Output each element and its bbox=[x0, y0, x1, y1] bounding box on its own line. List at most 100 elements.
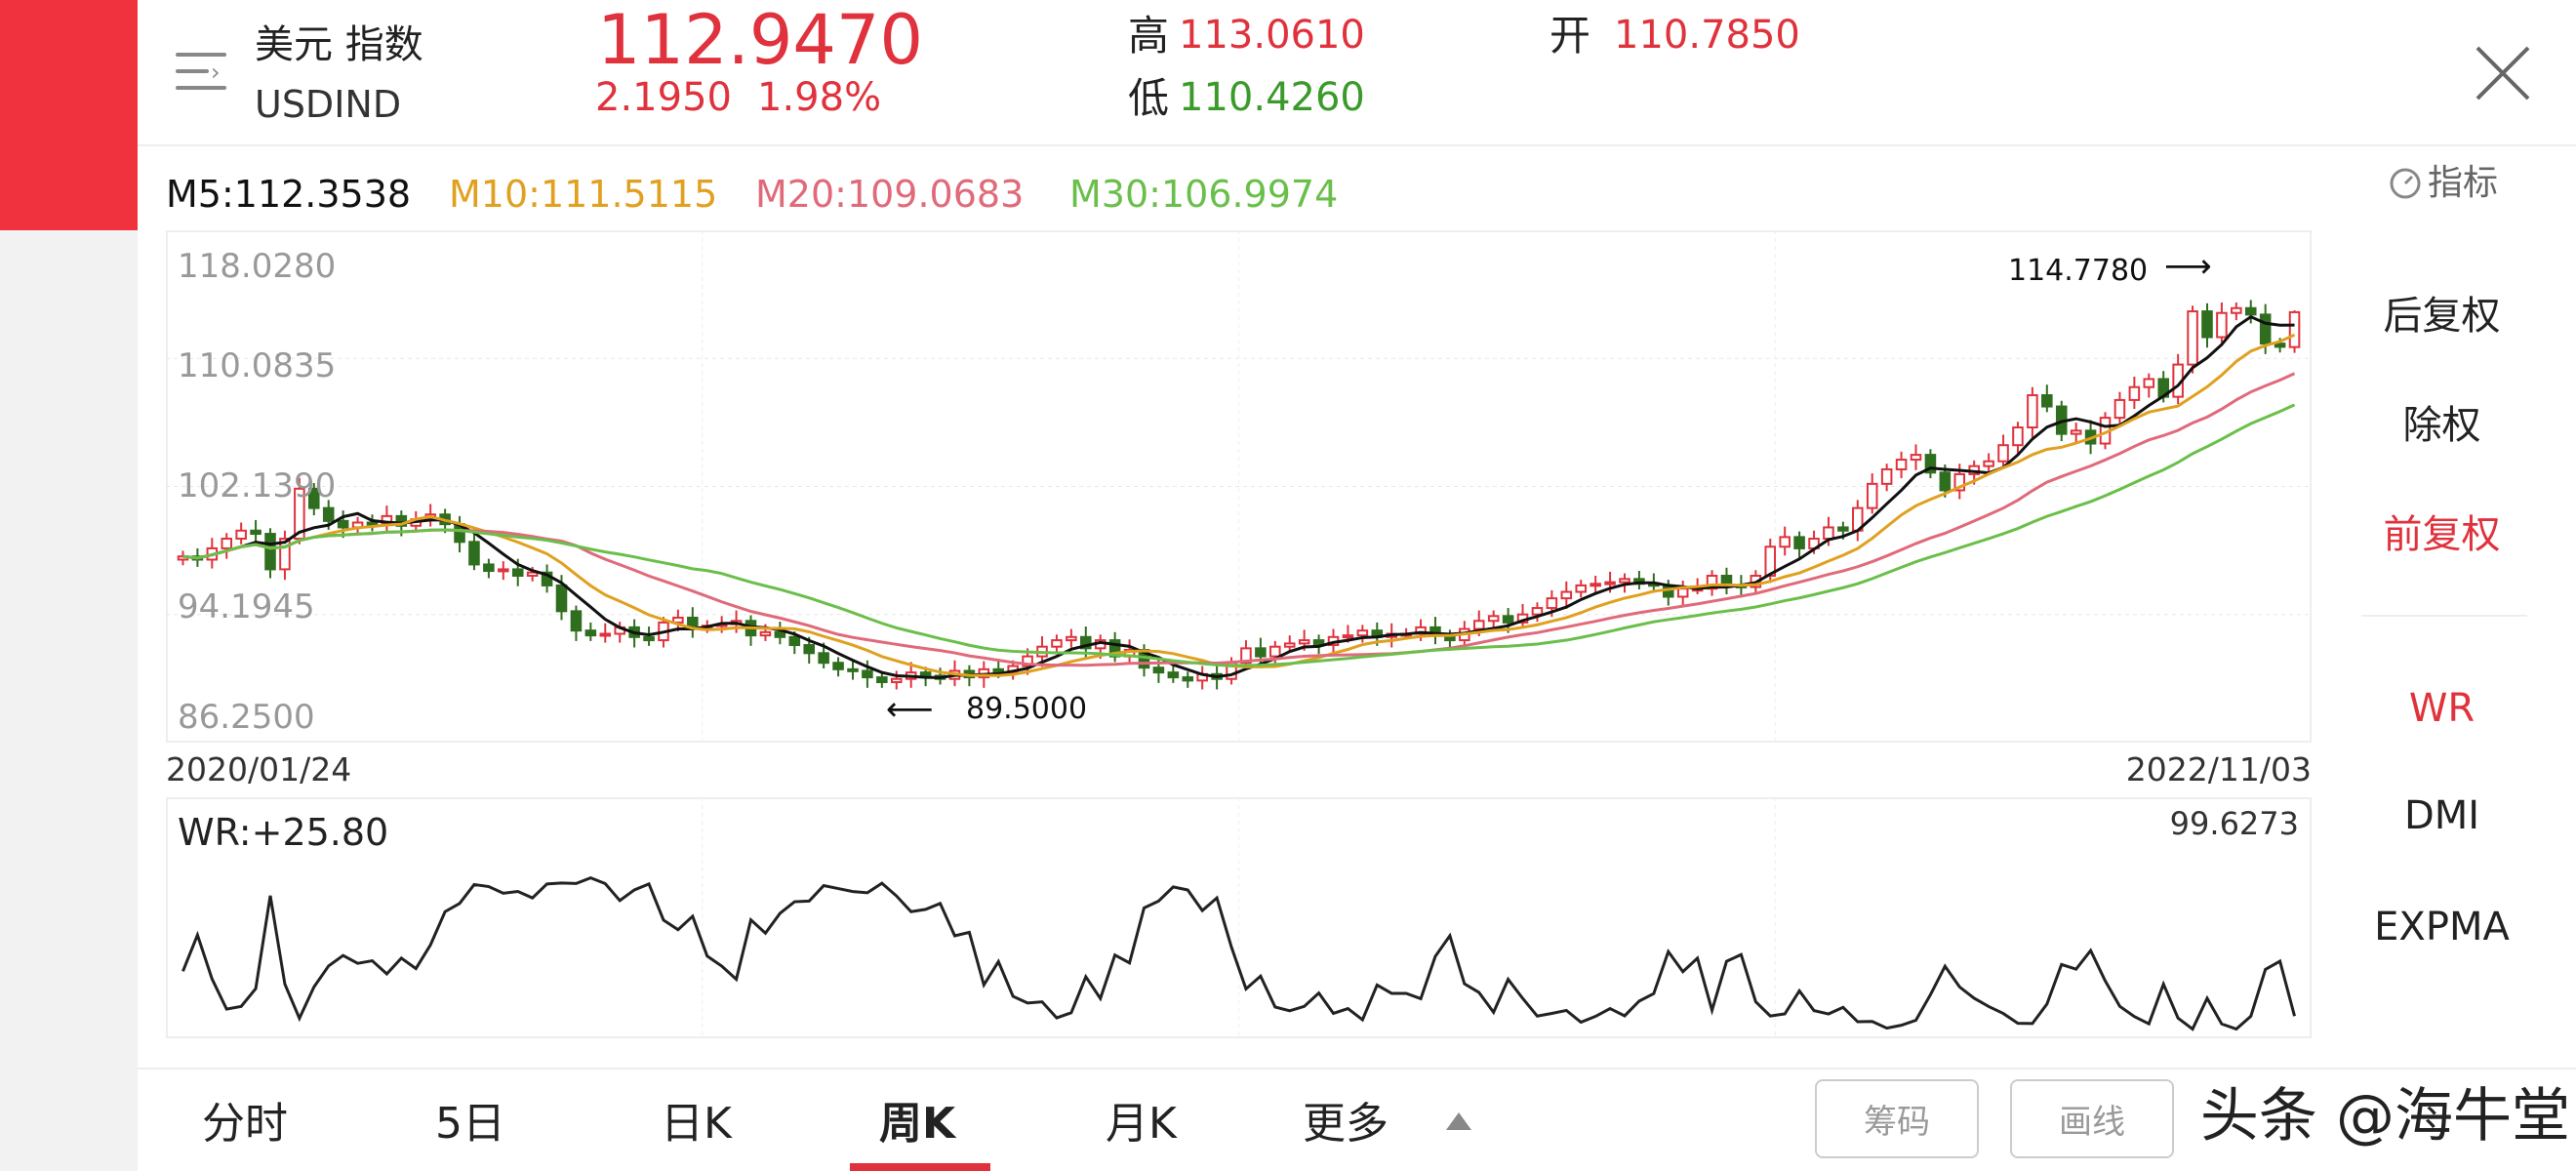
wr-plot bbox=[181, 797, 2296, 1038]
tab-intraday[interactable]: 分时 bbox=[202, 1099, 288, 1149]
candle-body bbox=[890, 677, 903, 684]
indicator-expma[interactable]: EXPMA bbox=[2374, 905, 2510, 949]
candle-body bbox=[803, 644, 815, 655]
candle bbox=[351, 516, 364, 534]
candle-body bbox=[235, 529, 247, 541]
tab-monthly-k[interactable]: 月K bbox=[1106, 1099, 1177, 1149]
triangle-up-icon[interactable] bbox=[1444, 1110, 1473, 1132]
candle bbox=[1924, 449, 1937, 479]
candle bbox=[366, 514, 379, 532]
candle-body bbox=[1560, 590, 1573, 600]
candle bbox=[1531, 602, 1544, 623]
indicator-button[interactable]: 指标 bbox=[2389, 166, 2498, 201]
candle bbox=[1516, 603, 1529, 628]
candle-body bbox=[1051, 639, 1063, 648]
candle bbox=[1560, 581, 1573, 609]
candle bbox=[584, 622, 597, 641]
candle bbox=[862, 660, 873, 688]
candle-body bbox=[308, 487, 320, 509]
ma10-legend: M10:111.5115 bbox=[449, 173, 718, 216]
candle bbox=[2244, 300, 2257, 324]
candle-body bbox=[1356, 629, 1369, 637]
candle-body bbox=[2012, 426, 2024, 447]
candle-body bbox=[919, 671, 932, 677]
high-label: 高 bbox=[1128, 12, 1170, 60]
wr-line bbox=[181, 876, 2296, 1031]
post-adjust-option[interactable]: 后复权 bbox=[2383, 294, 2501, 339]
min-price-annotation: 89.5000 bbox=[966, 692, 1088, 726]
indicator-wr[interactable]: WR bbox=[2408, 686, 2475, 731]
ex-rights-option[interactable]: 除权 bbox=[2402, 403, 2481, 448]
candle bbox=[1108, 631, 1121, 663]
candle-body bbox=[2143, 378, 2155, 388]
candle-body bbox=[2201, 310, 2213, 339]
candle bbox=[832, 657, 844, 677]
candle-body bbox=[511, 568, 524, 578]
tab-more[interactable]: 更多 bbox=[1303, 1099, 1389, 1149]
candle-body bbox=[1066, 635, 1077, 642]
chips-button[interactable]: 筹码 bbox=[1815, 1079, 1979, 1158]
candle-body bbox=[2244, 306, 2257, 316]
tabs-divider bbox=[138, 1068, 2576, 1070]
candle bbox=[308, 483, 320, 516]
candle-body bbox=[366, 521, 379, 526]
candle-body bbox=[1895, 459, 1908, 470]
tab-5day[interactable]: 5日 bbox=[435, 1099, 505, 1149]
candle bbox=[1866, 473, 1878, 514]
indicator-label: 指标 bbox=[2428, 163, 2499, 203]
candle bbox=[1487, 610, 1500, 630]
candle bbox=[570, 605, 583, 641]
candle bbox=[2027, 386, 2038, 438]
candle-body bbox=[526, 571, 539, 578]
candle bbox=[2113, 391, 2126, 425]
candle bbox=[1429, 617, 1441, 645]
tab-weekly-k[interactable]: 周K bbox=[879, 1099, 956, 1149]
candle-body bbox=[1706, 575, 1718, 590]
candle bbox=[2143, 373, 2155, 398]
candle-body bbox=[1575, 584, 1588, 593]
panel-divider bbox=[2361, 615, 2527, 617]
candle-body bbox=[2070, 429, 2082, 435]
list-menu-icon[interactable]: › bbox=[176, 49, 226, 94]
candle-body bbox=[2288, 310, 2301, 348]
candle-body bbox=[1880, 467, 1893, 485]
candle-body bbox=[1298, 639, 1310, 645]
candle bbox=[2041, 384, 2053, 413]
candle-body bbox=[2216, 311, 2228, 339]
candle-body bbox=[395, 514, 408, 527]
tab-daily-k[interactable]: 日K bbox=[661, 1099, 732, 1149]
ma20-legend: M20:109.0683 bbox=[755, 173, 1025, 216]
candle bbox=[1779, 526, 1791, 556]
candle-body bbox=[1152, 666, 1165, 674]
candle bbox=[1590, 576, 1601, 593]
candle-body bbox=[1676, 587, 1689, 598]
candle-body bbox=[1472, 620, 1485, 630]
close-x-icon[interactable] bbox=[2475, 45, 2531, 101]
ma5-line bbox=[182, 314, 2295, 679]
candle-body bbox=[570, 610, 583, 632]
candle-body bbox=[483, 563, 495, 573]
candle-body bbox=[1619, 578, 1630, 584]
candle bbox=[687, 607, 699, 638]
price-change: 2.1950 bbox=[595, 75, 732, 120]
candle bbox=[1196, 666, 1208, 690]
candle bbox=[1880, 464, 1893, 492]
candle bbox=[1066, 628, 1077, 648]
candle-body bbox=[788, 635, 801, 647]
draw-line-button[interactable]: 画线 bbox=[2010, 1079, 2174, 1158]
candle bbox=[1895, 451, 1908, 479]
candle-body bbox=[1283, 642, 1296, 648]
candle-body bbox=[643, 635, 655, 642]
candle-body bbox=[1939, 471, 1952, 492]
candle-body bbox=[1167, 671, 1180, 679]
pre-adjust-option[interactable]: 前复权 bbox=[2383, 512, 2501, 557]
candle-body bbox=[2113, 398, 2126, 420]
candle bbox=[2070, 423, 2082, 443]
candle bbox=[774, 622, 786, 645]
candle-body bbox=[774, 630, 786, 638]
candle bbox=[1051, 634, 1063, 653]
start-date: 2020/01/24 bbox=[166, 750, 352, 788]
right-panel: 后复权 除权 前复权 WR DMI EXPMA bbox=[2342, 230, 2576, 1040]
candle-body bbox=[1983, 460, 1994, 467]
indicator-dmi[interactable]: DMI bbox=[2403, 793, 2480, 838]
